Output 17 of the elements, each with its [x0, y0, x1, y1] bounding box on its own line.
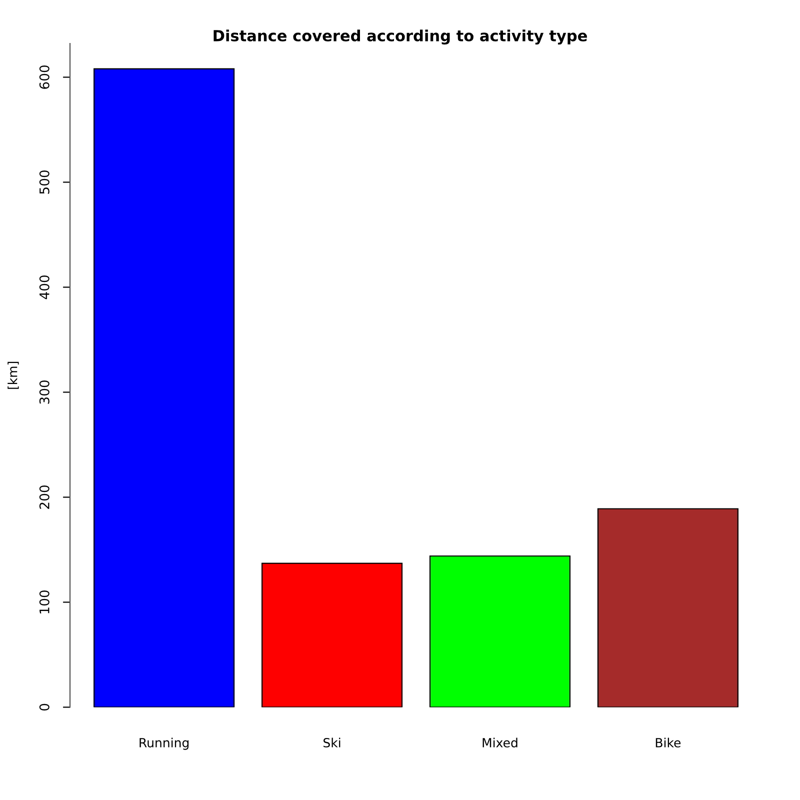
y-tick-label: 100: [39, 590, 50, 614]
bar: [261, 562, 403, 708]
y-axis-title: [km]: [8, 362, 19, 389]
y-tick-label: 0: [39, 704, 50, 711]
bar: [597, 508, 738, 708]
x-tick-label: Mixed: [482, 738, 518, 748]
y-tick-label: 400: [39, 275, 50, 300]
y-tick-label: 500: [39, 170, 50, 194]
bar: [429, 555, 571, 708]
x-tick-label: Running: [140, 738, 189, 750]
y-tick-label: 300: [39, 380, 50, 404]
chart-title: Distance covered according to activity type: [214, 30, 587, 45]
x-tick-label: Bike: [656, 738, 681, 748]
y-tick-label: 200: [39, 485, 50, 509]
x-tick-label: Ski: [324, 738, 340, 748]
bar: [94, 68, 235, 708]
y-tick-label: 600: [39, 65, 50, 89]
